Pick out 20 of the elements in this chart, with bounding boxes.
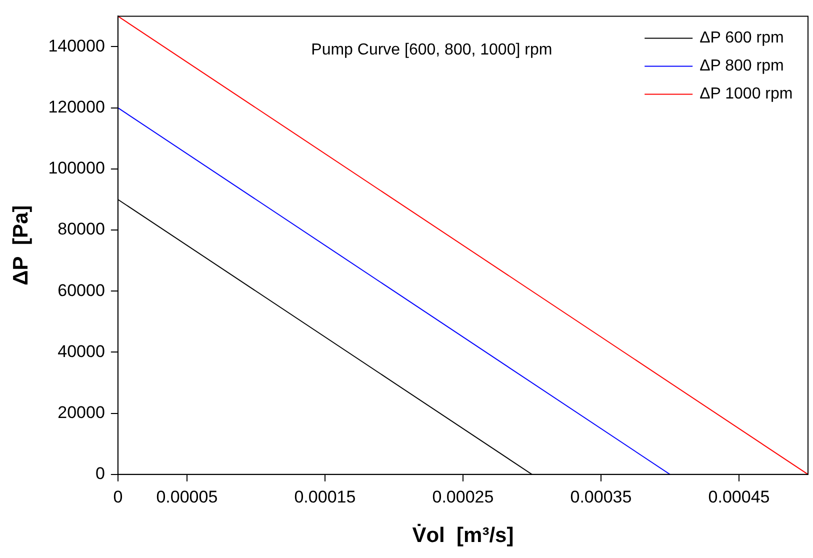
y-tick-label: 0 [95, 464, 105, 484]
legend-label: ΔP 1000 rpm [700, 86, 793, 103]
x-tick-label: 0.00025 [432, 487, 494, 506]
x-tick-label: 0.00005 [156, 487, 218, 506]
annotation: Pump Curve [600, 800, 1000] rpm [311, 42, 552, 59]
y-tick-label: 80000 [58, 220, 105, 239]
x-tick-label: 0.00015 [294, 487, 356, 506]
x-tick-label: 0 [113, 487, 123, 506]
y-tick-label: 20000 [58, 402, 105, 422]
y-tick-label: 140000 [48, 36, 105, 56]
y-tick-label: 40000 [58, 342, 105, 361]
y-tick-label: 60000 [58, 280, 105, 300]
legend-label: ΔP 600 rpm [700, 30, 784, 47]
legend-label: ΔP 800 rpm [700, 58, 784, 75]
x-tick-label: 0.00035 [570, 487, 632, 506]
y-tick-label: 120000 [48, 98, 105, 117]
y-axis-title: ΔP [Pa] [9, 205, 32, 286]
y-tick-label: 100000 [48, 158, 105, 178]
x-tick-label: 0.00045 [708, 487, 770, 506]
x-axis-title: V̇ol [m³/s] [412, 523, 514, 548]
